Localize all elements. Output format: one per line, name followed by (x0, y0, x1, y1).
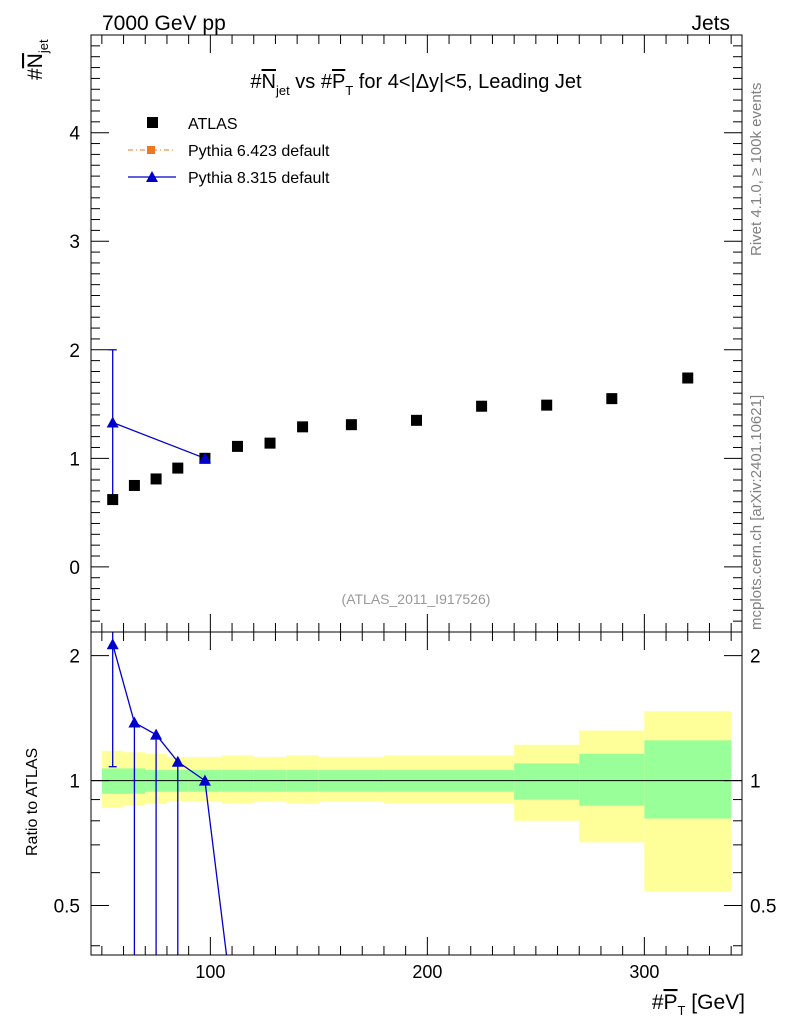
ratio-y-tick-label: 0.5 (54, 897, 80, 918)
atlas-point (476, 400, 488, 412)
atlas-point (682, 372, 694, 384)
ratio-y-tick-label-right: 2 (750, 647, 761, 668)
legend-py6-label: Pythia 6.423 default (188, 143, 330, 160)
atlas-point (128, 479, 140, 491)
py8-ratio-line (112, 644, 228, 955)
ratio-marks (106, 632, 228, 955)
py8-ratio-point (106, 638, 119, 650)
band-inner (644, 740, 732, 819)
ratio-y-tick-label-right: 1 (750, 772, 761, 793)
x-tick-label: 300 (629, 962, 659, 982)
header-right: Jets (691, 12, 730, 35)
atlas-point (172, 462, 184, 474)
legend-atlas-marker (147, 117, 158, 128)
legend: ATLAS Pythia 6.423 default Pythia 8.315 … (128, 116, 330, 187)
atlas-point (107, 494, 119, 506)
py8-ratio-point (128, 716, 141, 728)
analysis-id: (ATLAS_2011_I917526) (342, 591, 491, 607)
mcplots-label: mcplots.cern.ch [arXiv:2401.10621] (748, 395, 765, 630)
y-tick-label: 0 (69, 558, 80, 579)
y-tick-label: 2 (69, 341, 80, 362)
ratio-y-tick-label: 2 (69, 647, 80, 668)
py8-ratio-point (150, 728, 163, 740)
atlas-point (264, 437, 276, 449)
header-left: 7000 GeV pp (102, 12, 226, 35)
ratio-bands (101, 711, 732, 892)
ratio-ylabel: Ratio to ATLAS (24, 748, 41, 856)
legend-py8-label: Pythia 8.315 default (188, 170, 330, 187)
main-axis-ticks: 0 1 2 3 4 (69, 35, 742, 632)
x-tick-label: 200 (412, 962, 442, 982)
y-tick-label: 1 (69, 449, 80, 470)
y-tick-label: 3 (69, 232, 80, 253)
atlas-point (345, 419, 357, 431)
band-inner (514, 763, 580, 800)
main-ylabel: #Njet (24, 39, 51, 80)
atlas-point (606, 393, 618, 405)
xlabel: #PT [GeV] (652, 991, 745, 1018)
py8-ratio-point (198, 774, 211, 786)
py8-point (198, 452, 211, 464)
ratio-axis-ticks: 100 200 300 0.5 0.5 1 1 2 2 (54, 632, 776, 982)
atlas-point (411, 414, 422, 426)
py8-ratio-point (171, 755, 184, 767)
ratio-y-tick-label-right: 0.5 (750, 897, 776, 918)
ratio-y-tick-label: 1 (69, 772, 80, 793)
ratio-frame (90, 631, 743, 956)
atlas-point (231, 440, 243, 452)
py8-line (112, 421, 206, 459)
legend-py8-marker (146, 171, 158, 182)
rivet-label: Rivet 4.1.0, ≥ 100k events (748, 83, 765, 256)
plot-title: #Njet vs #PT for 4<|Δy|<5, Leading Jet (250, 71, 582, 98)
legend-py6-marker (147, 146, 155, 154)
main-marks (106, 349, 694, 506)
x-tick-label: 100 (195, 962, 225, 982)
py8-point (106, 416, 119, 428)
atlas-point (297, 421, 309, 433)
band-inner (579, 753, 645, 806)
atlas-point (541, 399, 553, 411)
atlas-point (150, 473, 162, 485)
legend-atlas-label: ATLAS (188, 116, 238, 133)
y-tick-label: 4 (69, 124, 80, 145)
